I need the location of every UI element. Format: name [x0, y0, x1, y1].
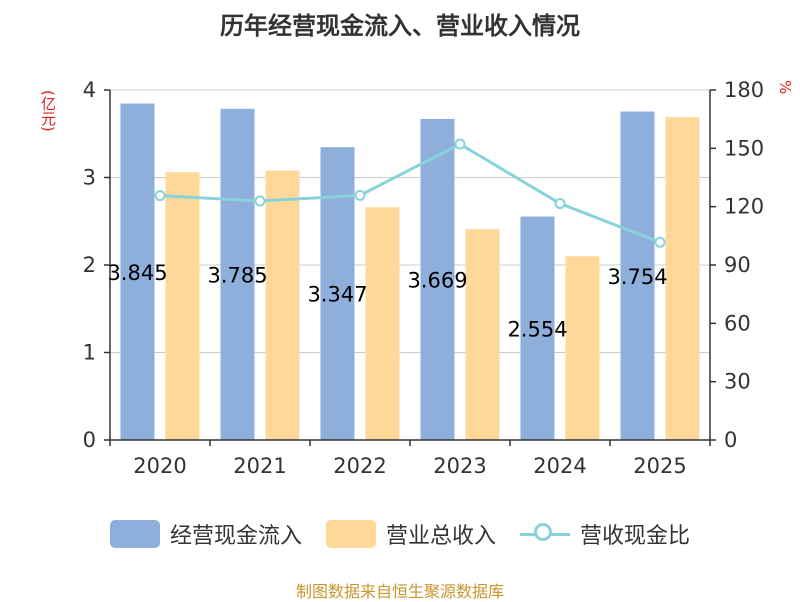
data-label-cash-inflow: 3.669 [407, 268, 467, 292]
bar-revenue [565, 256, 600, 440]
bar-revenue [165, 172, 200, 440]
chart-title: 历年经营现金流入、营业收入情况 [220, 12, 580, 40]
right-tick-label: 90 [724, 253, 751, 277]
data-label-cash-inflow: 3.347 [307, 283, 367, 307]
data-label-cash-inflow: 2.554 [507, 317, 567, 341]
x-tick-label: 2024 [533, 454, 586, 478]
right-tick-label: 60 [724, 311, 751, 335]
left-tick-label: 3 [83, 166, 96, 190]
legend-swatch-cash-ratio [520, 520, 570, 548]
bar-cash-inflow [120, 103, 155, 440]
right-tick-label: 180 [724, 78, 764, 102]
left-tick-label: 2 [83, 253, 96, 277]
x-tick-label: 2025 [633, 454, 686, 478]
point-cash-ratio [254, 195, 266, 207]
legend-item-cash-inflow[interactable]: 经营现金流入 [109, 518, 302, 550]
x-tick-label: 2020 [133, 454, 186, 478]
data-label-cash-inflow: 3.785 [207, 263, 267, 287]
bar-revenue [665, 117, 700, 440]
legend-label-cash-inflow: 经营现金流入 [169, 524, 302, 549]
point-cash-ratio [654, 236, 666, 248]
data-label-cash-inflow: 3.754 [607, 265, 667, 289]
bar-cash-inflow [220, 108, 255, 440]
legend-swatch-cash-inflow [109, 520, 160, 548]
right-tick-label: 150 [724, 136, 764, 160]
legend-item-revenue[interactable]: 营业总收入 [325, 518, 496, 550]
x-tick-label: 2023 [433, 454, 486, 478]
bar-revenue [365, 207, 400, 440]
legend-label-cash-ratio: 营收现金比 [580, 524, 691, 549]
legend: 经营现金流入 营业总收入 营收现金比 [0, 518, 800, 550]
left-tick-label: 0 [83, 428, 96, 452]
left-tick-label: 4 [83, 78, 96, 102]
bar-cash-inflow [420, 118, 455, 441]
bar-cash-inflow [620, 111, 655, 441]
legend-item-cash-ratio[interactable]: 营收现金比 [520, 518, 690, 550]
legend-swatch-revenue [325, 520, 376, 548]
legend-label-revenue: 营业总收入 [385, 524, 496, 549]
right-tick-label: 120 [724, 195, 764, 219]
left-axis-unit: (亿元) [39, 90, 57, 132]
point-cash-ratio [354, 189, 366, 201]
bar-revenue [265, 170, 300, 440]
x-tick-label: 2021 [233, 454, 286, 478]
right-axis-unit: % [776, 80, 794, 95]
bar-cash-inflow [520, 216, 555, 440]
data-label-cash-inflow: 3.845 [107, 261, 167, 285]
point-cash-ratio [454, 138, 466, 150]
left-tick-label: 1 [83, 341, 96, 365]
point-cash-ratio [154, 190, 166, 202]
x-tick-label: 2022 [333, 454, 386, 478]
right-tick-label: 30 [724, 370, 751, 394]
data-source-note: 制图数据来自恒生聚源数据库 [295, 582, 504, 601]
bar-revenue [465, 229, 500, 440]
right-tick-label: 0 [724, 428, 737, 452]
line-cash-ratio [159, 142, 661, 244]
point-cash-ratio [554, 198, 566, 210]
